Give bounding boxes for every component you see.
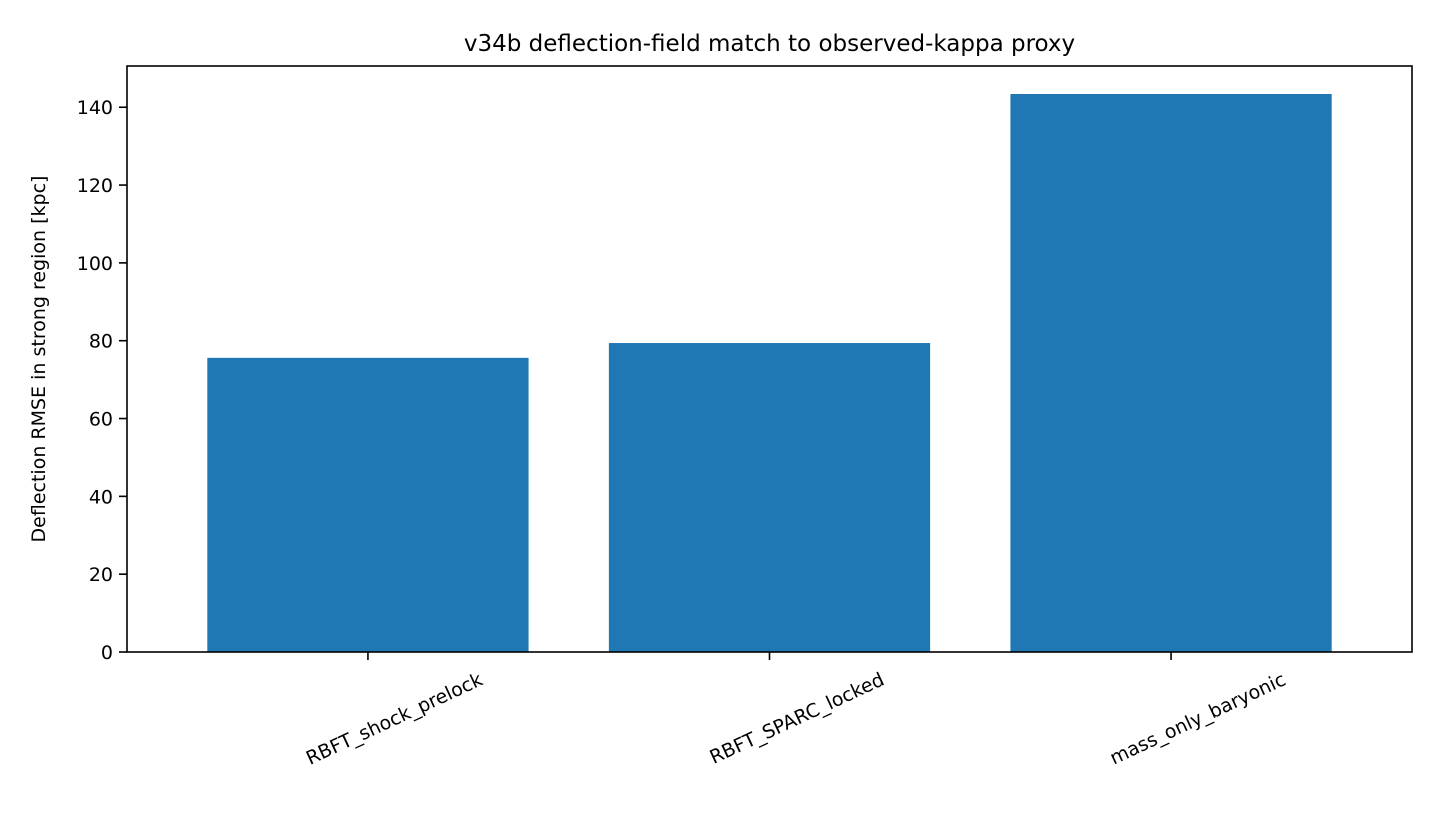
x-tick-label: mass_only_baryonic: [1107, 669, 1290, 770]
x-tick-label: RBFT_SPARC_locked: [706, 669, 887, 769]
y-tick-label: 100: [77, 253, 113, 275]
y-tick-label: 60: [89, 409, 113, 431]
y-tick-label: 80: [89, 331, 113, 353]
bars-layer: [207, 94, 1332, 653]
bar-mass_only_baryonic: [1010, 94, 1332, 653]
y-tick-label: 20: [89, 564, 113, 586]
y-tick-label: 120: [77, 175, 113, 197]
y-axis-ticks: 0 20 40 60 80 100 120 140: [77, 97, 127, 664]
x-axis-ticks: RBFT_shock_prelock RBFT_SPARC_locked mass_…: [303, 652, 1289, 770]
bar-RBFT_SPARC_locked: [608, 343, 931, 652]
chart-title: v34b deflection-field match to observed-…: [464, 31, 1075, 57]
bar-RBFT_shock_prelock: [207, 357, 529, 652]
y-tick-label: 140: [77, 97, 113, 119]
plot-frame: [126, 65, 1413, 653]
x-tick-label: RBFT_shock_prelock: [303, 669, 486, 770]
y-tick-label: 40: [89, 486, 113, 508]
y-tick-label: 0: [101, 642, 113, 664]
y-axis-label: Deflection RMSE in strong region [kpc]: [28, 176, 50, 543]
